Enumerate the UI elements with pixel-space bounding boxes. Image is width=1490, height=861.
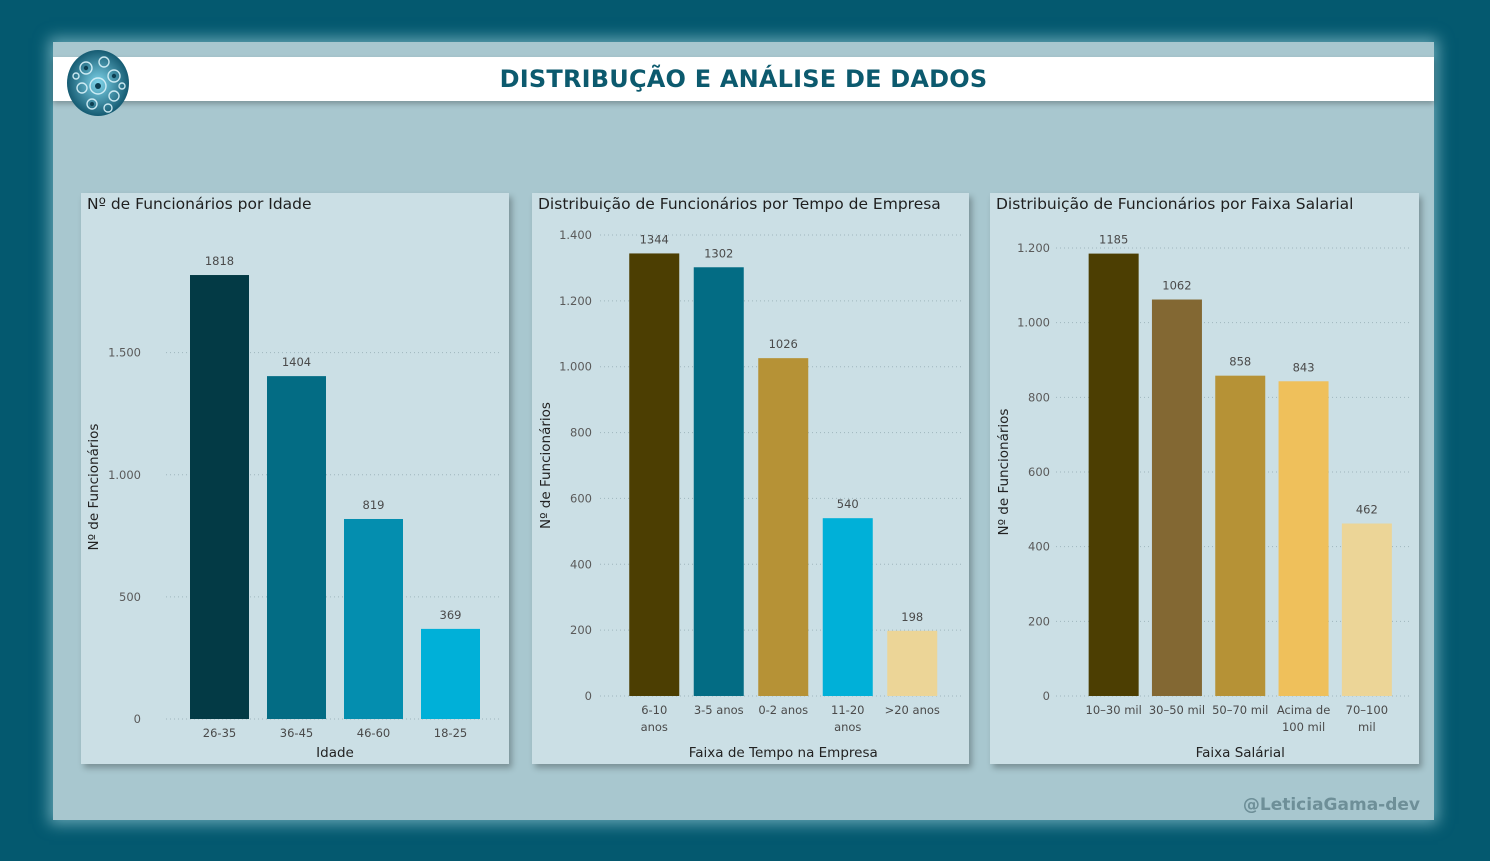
data-label: 819 (363, 498, 385, 512)
bar (1088, 253, 1139, 696)
chart-panel-tempo-empresa: Distribuição de Funcionários por Tempo d… (532, 193, 969, 764)
bar (267, 376, 326, 719)
bar (421, 628, 480, 719)
data-label: 1818 (205, 254, 234, 268)
y-tick-label: 200 (570, 623, 592, 637)
bar (629, 253, 680, 696)
y-tick-label: 200 (1028, 614, 1050, 628)
y-tick-label: 1.400 (559, 228, 592, 242)
chart-title: Distribuição de Funcionários por Tempo d… (538, 195, 941, 213)
bar (1278, 381, 1329, 696)
y-tick-label: 1.000 (108, 468, 141, 482)
category-label: 6-10 anos (641, 703, 668, 734)
data-label: 1026 (769, 337, 798, 351)
data-label: 1185 (1099, 233, 1128, 247)
data-label: 462 (1356, 503, 1378, 517)
bar (190, 275, 249, 719)
bar (344, 518, 403, 719)
x-axis-title: Faixa de Tempo na Empresa (689, 745, 878, 761)
data-label: 858 (1229, 355, 1251, 369)
category-label: 30–50 mil (1149, 703, 1205, 717)
bar (822, 518, 873, 696)
y-axis-title: Nº de Funcionários (538, 402, 554, 529)
data-label: 1404 (282, 355, 311, 369)
data-label: 1062 (1162, 279, 1191, 293)
chart-title: Nº de Funcionários por Idade (87, 195, 312, 213)
y-tick-label: 0 (134, 712, 141, 726)
y-tick-label: 1.500 (108, 346, 141, 360)
category-label: 0-2 anos (758, 703, 808, 717)
bar (693, 267, 744, 696)
page-title: DISTRIBUÇÃO E ANÁLISE DE DADOS (499, 65, 988, 93)
y-tick-label: 0 (1043, 689, 1050, 703)
y-tick-label: 600 (1028, 465, 1050, 479)
brain-gears-icon (67, 50, 129, 116)
data-label: 540 (837, 497, 859, 511)
bar (1151, 299, 1202, 696)
y-tick-label: 0 (585, 689, 592, 703)
y-tick-label: 1.200 (559, 294, 592, 308)
watermark: @LeticiaGama-dev (1242, 795, 1420, 815)
category-label: 50–70 mil (1212, 703, 1268, 717)
category-label: 26-35 (203, 726, 236, 740)
data-label: 1344 (640, 232, 669, 246)
chart-faixa-salarial: 0 200 400 600 800 1.000 1.200 1185 10–30 mil 1062… (996, 233, 1410, 761)
y-tick-label: 1.000 (1017, 316, 1050, 330)
y-tick-label: 500 (119, 590, 141, 604)
data-label: 198 (901, 610, 923, 624)
x-axis-title: Idade (316, 745, 354, 761)
x-axis-title: Faixa Salárial (1196, 745, 1285, 761)
data-label: 369 (440, 608, 462, 622)
bar (1341, 523, 1392, 696)
bar (758, 358, 809, 696)
category-label: 3-5 anos (694, 703, 744, 717)
chart-title: Distribuição de Funcionários por Faixa S… (996, 195, 1354, 213)
y-tick-label: 1.000 (559, 360, 592, 374)
category-label: >20 anos (885, 703, 940, 717)
y-tick-label: 800 (570, 426, 592, 440)
category-label: 10–30 mil (1086, 703, 1142, 717)
y-axis-title: Nº de Funcionários (996, 409, 1012, 536)
category-label: 36-45 (280, 726, 313, 740)
data-label: 843 (1293, 360, 1315, 374)
bar (887, 630, 938, 696)
chart-tempo-empresa: 0 200 400 600 800 1.000 1.200 1.400 1344 6-10 anos… (538, 228, 962, 761)
chart-panel-idade: Nº de Funcionários por Idade 0 500 1.000 1.… (81, 193, 509, 764)
header-bar: DISTRIBUÇÃO E ANÁLISE DE DADOS (53, 57, 1434, 101)
y-axis-title: Nº de Funcionários (86, 424, 102, 551)
category-label: 70–100 mil (1346, 703, 1388, 734)
category-label: 46-60 (357, 726, 390, 740)
category-label: Acima de 100 mil (1277, 703, 1330, 734)
chart-panel-faixa-salarial: Distribuição de Funcionários por Faixa S… (990, 193, 1419, 764)
y-tick-label: 1.200 (1017, 241, 1050, 255)
y-tick-label: 400 (1028, 540, 1050, 554)
bar (1215, 375, 1266, 696)
category-label: 11-20 anos (831, 703, 864, 734)
data-label: 1302 (704, 246, 733, 260)
y-tick-label: 400 (570, 557, 592, 571)
y-tick-label: 600 (570, 491, 592, 505)
category-label: 18-25 (434, 726, 467, 740)
chart-idade: 0 500 1.000 1.500 1818 26-35 1404 36-45 819 46-60… (86, 254, 501, 761)
y-tick-label: 800 (1028, 390, 1050, 404)
